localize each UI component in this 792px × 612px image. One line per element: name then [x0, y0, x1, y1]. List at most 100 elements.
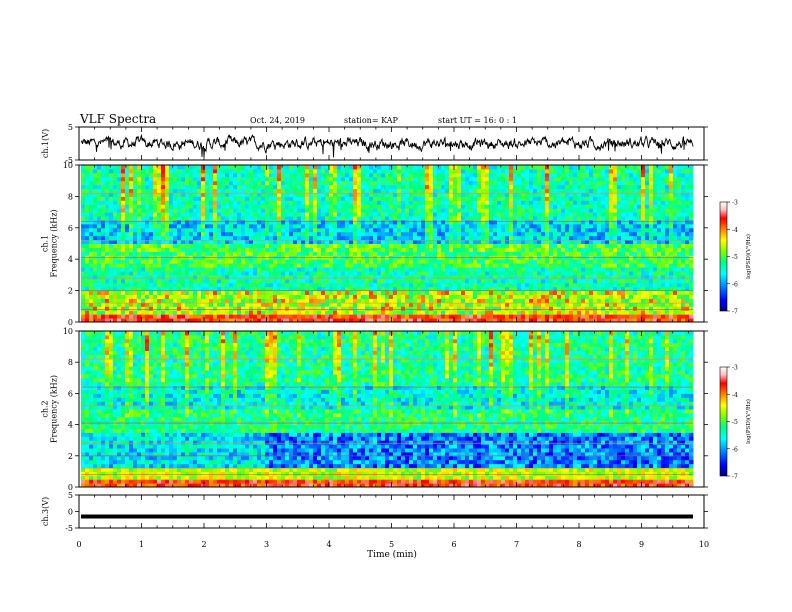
ch1-spectrogram-cell: [133, 259, 138, 264]
ch1-spectrogram-cell: [85, 172, 90, 178]
ch1-spectrogram-cell: [117, 219, 122, 225]
ch1-spectrogram-cell: [501, 180, 506, 186]
ch1-spectrogram-cell: [461, 227, 466, 233]
ch1-spectrogram-cell: [409, 259, 414, 264]
ch1-spectrogram-cell: [245, 314, 250, 319]
ch1-spectrogram-cell: [329, 267, 334, 272]
ch1-spectrogram-cell: [369, 294, 374, 299]
ch1-spectrogram-cell: [305, 239, 310, 244]
ch1-spectrogram-cell: [121, 219, 126, 225]
ch1-spectrogram-cell: [401, 196, 406, 201]
ch1-spectrogram-cell: [169, 318, 174, 323]
ch1-spectrogram-cell: [173, 231, 178, 237]
ch1-spectrogram-cell: [213, 274, 218, 280]
ch1-spectrogram-cell: [97, 247, 102, 252]
ch1-spectrogram-cell: [441, 278, 446, 284]
ch1-spectrogram-cell: [141, 263, 146, 268]
ch1-spectrogram-cell: [513, 274, 518, 280]
ch1-spectrogram-cell: [113, 282, 118, 288]
ch1-spectrogram-cell: [541, 298, 546, 303]
ch1-spectrogram-cell: [393, 212, 398, 217]
ch1-spectrogram-cell: [289, 310, 294, 315]
ch1-spectrogram-cell: [333, 310, 338, 315]
ch1-spectrogram-cell: [277, 196, 282, 201]
ch1-spectrogram-cell: [277, 294, 282, 299]
ch1-spectrogram-cell: [345, 188, 350, 193]
ch1-spectrogram-cell: [441, 314, 446, 319]
ch1-spectrogram-cell: [129, 282, 134, 288]
ch1-spectrogram-cell: [81, 270, 86, 276]
ch1-spectrogram-cell: [477, 251, 482, 256]
ch1-spectrogram-cell: [497, 318, 502, 323]
ch1-spectrogram-cell: [305, 188, 310, 193]
ch1-spectrogram-cell: [373, 274, 378, 280]
ch1-spectrogram-cell: [377, 212, 382, 217]
ch1-spectrogram-cell: [481, 180, 486, 186]
ch1-spectrogram-cell: [221, 192, 226, 197]
ch1-spectrogram-cell: [105, 208, 110, 213]
ch1-spectrogram-cell: [285, 282, 290, 288]
ch1-spectrogram-cell: [461, 251, 466, 256]
ch1-spectrogram-cell: [465, 310, 470, 315]
ch1-spectrogram-cell: [405, 216, 410, 221]
ch1-spectrogram-cell: [193, 208, 198, 213]
ch1-spectrogram-cell: [309, 259, 314, 264]
ch1-spectrogram-cell: [197, 298, 202, 303]
ch1-spectrogram-cell: [453, 270, 458, 276]
ch1-spectrogram-cell: [333, 298, 338, 303]
ch1-spectrogram-cell: [397, 192, 402, 197]
ch1-spectrogram-cell: [105, 243, 110, 248]
figure-title: VLF Spectra: [79, 112, 156, 126]
ch1-spectrogram-cell: [305, 247, 310, 252]
ch1-spectrogram-cell: [225, 263, 230, 268]
ch1-spectrogram-cell: [245, 235, 250, 241]
ch1-spectrogram-cell: [485, 212, 490, 217]
ch1-spectrogram-cell: [249, 184, 254, 190]
ch1-spectrogram-cell: [289, 267, 294, 272]
ch1-spectrogram-cell: [473, 294, 478, 299]
ch1-spectrogram-cell: [197, 176, 202, 182]
ch1-spectrogram-cell: [253, 247, 258, 252]
ch1-spectrogram-cell: [177, 243, 182, 248]
ch1-spectrogram-cell: [489, 188, 494, 193]
ch1-spectrogram-cell: [181, 302, 186, 307]
ch1-spectrogram-cell: [125, 165, 130, 170]
ch1-spectrogram-cell: [161, 192, 166, 197]
ch1-spectrogram-cell: [441, 286, 446, 292]
ch1-spectrogram-cell: [153, 243, 158, 248]
ch1-spectrogram-cell: [149, 286, 154, 292]
ch1-waveform-y-tick-label: -5: [65, 156, 73, 165]
ch1-spectrogram-cell: [505, 298, 510, 303]
ch1-spectrogram-cell: [549, 176, 554, 182]
ch1-spectrogram-cell: [393, 200, 398, 205]
ch1-spectrogram-cell: [197, 282, 202, 288]
ch1-spectrogram-cell: [397, 219, 402, 225]
ch1-spectrogram-cell: [225, 219, 230, 225]
ch1-spectrogram-cell: [93, 267, 98, 272]
ch1-spectrogram-cell: [109, 172, 114, 178]
ch1-spectrogram-cell: [237, 314, 242, 319]
ch1-spectrogram-cell: [421, 172, 426, 178]
ch1-spectrogram-cell: [249, 282, 254, 288]
ch1-spectrogram-cell: [373, 286, 378, 292]
ch1-spectrogram-cell: [229, 247, 234, 252]
ch1-spectrogram-cell: [125, 278, 130, 284]
ch1-spectrogram-cell: [89, 231, 94, 237]
ch1-spectrogram-cell: [493, 231, 498, 237]
ch1-spectrogram-cell: [201, 196, 206, 201]
ch1-spectrogram-cell: [541, 200, 546, 205]
ch1-spectrogram-cell: [525, 216, 530, 221]
ch1-spectrogram-cell: [529, 282, 534, 288]
ch1-spectrogram-cell: [169, 212, 174, 217]
ch1-spectrogram-cell: [369, 168, 374, 174]
ch1-spectrogram-cell: [113, 231, 118, 237]
ch1-spectrogram-cell: [365, 188, 370, 193]
ch1-spectrogram-cell: [453, 192, 458, 197]
ch1-spectrogram-cell: [369, 239, 374, 244]
ch1-spectrogram-cell: [169, 263, 174, 268]
ch1-spectrogram-cell: [481, 318, 486, 323]
ch1-spectrogram-cell: [493, 204, 498, 209]
ch1-spectrogram-cell: [225, 282, 230, 288]
ch1-spectrogram-cell: [245, 212, 250, 217]
ch1-spectrogram-cell: [185, 196, 190, 201]
